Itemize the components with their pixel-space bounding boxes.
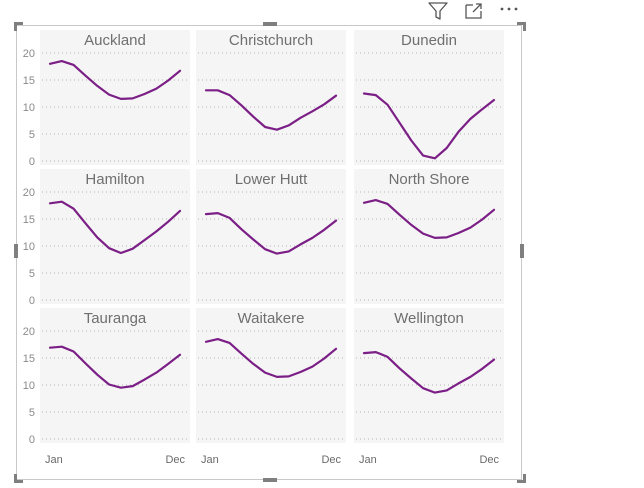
y-tick-label: 20	[23, 187, 35, 199]
more-options-icon[interactable]	[497, 0, 521, 22]
panel-background	[40, 308, 190, 443]
resize-handle-bottom-right[interactable]	[517, 474, 526, 483]
panel-title: Christchurch	[229, 32, 313, 49]
x-tick-label: Dec	[321, 454, 341, 466]
y-tick-label: 5	[29, 268, 35, 280]
filter-icon[interactable]	[426, 0, 450, 22]
series-line[interactable]	[48, 200, 182, 255]
y-tick-label: 10	[23, 241, 35, 253]
focus-mode-icon[interactable]	[462, 0, 486, 22]
resize-handle-left[interactable]	[14, 244, 18, 258]
y-tick-label: 20	[23, 326, 35, 338]
y-tick-label: 5	[29, 129, 35, 141]
resize-handle-bottom-left[interactable]	[14, 474, 23, 483]
y-tick-label: 15	[23, 353, 35, 365]
resize-handle-top-right[interactable]	[517, 22, 526, 31]
y-tick-label: 15	[23, 75, 35, 87]
series-line[interactable]	[204, 212, 338, 255]
y-tick-label: 0	[29, 295, 35, 307]
y-tick-label: 15	[23, 214, 35, 226]
resize-handle-right[interactable]	[520, 244, 524, 258]
panel-background	[40, 169, 190, 304]
y-tick-label: 10	[23, 380, 35, 392]
series-line[interactable]	[48, 59, 182, 101]
panel-title: Auckland	[84, 32, 146, 49]
panel-background	[196, 30, 346, 165]
x-tick-label: Jan	[359, 454, 377, 466]
panel-title: Waitakere	[238, 310, 305, 327]
y-tick-label: 0	[29, 156, 35, 168]
panel-title: Wellington	[394, 310, 464, 327]
series-line[interactable]	[204, 89, 338, 131]
panel-title: North Shore	[389, 171, 470, 188]
x-tick-label: Dec	[165, 454, 185, 466]
panel-background	[354, 308, 504, 443]
panel-title: Lower Hutt	[235, 171, 308, 188]
x-tick-label: Jan	[45, 454, 63, 466]
x-tick-label: Jan	[201, 454, 219, 466]
y-tick-label: 20	[23, 48, 35, 60]
panel-background	[354, 30, 504, 165]
resize-handle-top[interactable]	[263, 22, 277, 26]
series-line[interactable]	[362, 351, 496, 394]
panel-background	[196, 169, 346, 304]
panel-title: Hamilton	[85, 171, 144, 188]
resize-handle-bottom[interactable]	[263, 478, 277, 482]
series-line[interactable]	[362, 92, 496, 160]
y-tick-label: 10	[23, 102, 35, 114]
panel-title: Tauranga	[84, 310, 147, 327]
y-tick-label: 0	[29, 434, 35, 446]
resize-handle-top-left[interactable]	[14, 22, 23, 31]
series-line[interactable]	[204, 338, 338, 378]
series-line[interactable]	[48, 345, 182, 389]
x-tick-label: Dec	[479, 454, 499, 466]
series-line[interactable]	[362, 199, 496, 239]
y-tick-label: 5	[29, 407, 35, 419]
panel-title: Dunedin	[401, 32, 457, 49]
